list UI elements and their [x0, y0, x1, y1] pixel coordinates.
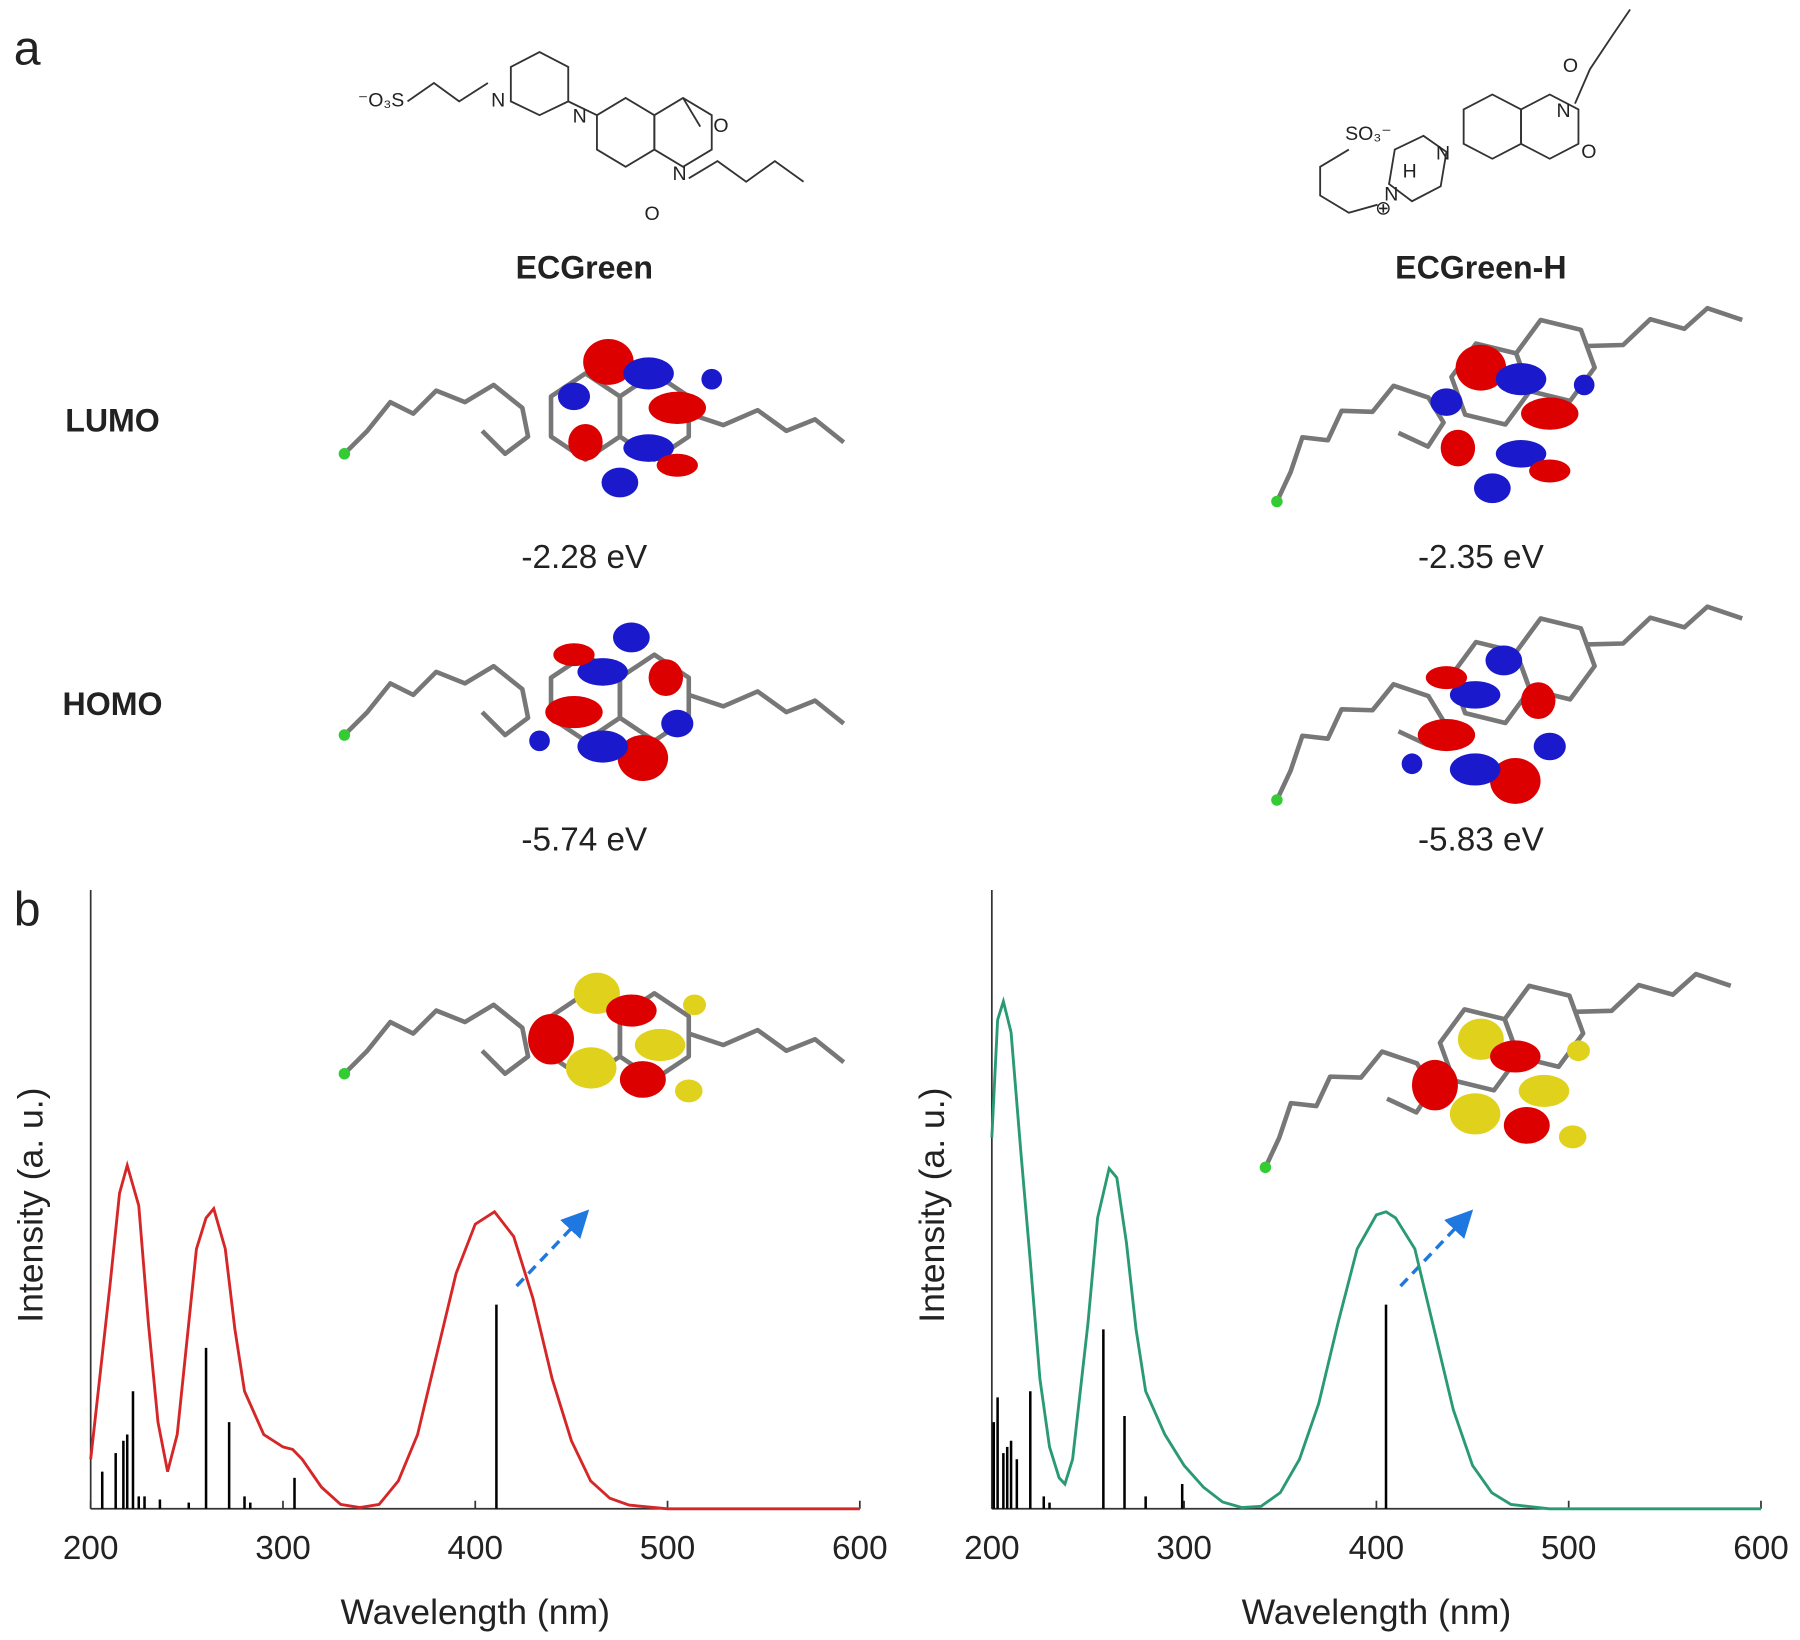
density-plot: [339, 972, 844, 1103]
orbital: [339, 339, 844, 498]
x-tick-label: 500: [640, 1530, 696, 1567]
energy: -2.28 eV: [521, 539, 648, 576]
spectrum-line: [89, 1160, 860, 1511]
atom-label: N: [573, 106, 587, 128]
spectrum-line: [990, 996, 1761, 1511]
atom-label: SO₃⁻: [1345, 123, 1391, 145]
y-axis-label: Intensity (a. u.): [912, 1087, 952, 1322]
atom-label: O: [713, 115, 728, 137]
x-tick-label: 600: [1733, 1530, 1789, 1567]
atom-label: ⊕: [1375, 197, 1391, 219]
atom-label: H: [1403, 161, 1417, 183]
y-axis-label: Intensity (a. u.): [11, 1087, 51, 1322]
molecule-name: ECGreen-H: [1395, 250, 1566, 286]
atom-label: N: [1436, 142, 1450, 164]
orbital: [1244, 554, 1748, 808]
x-tick-label: 300: [1156, 1530, 1212, 1567]
x-tick-label: 200: [964, 1530, 1020, 1567]
molecule-name: ECGreen: [516, 250, 653, 286]
row-label: HOMO: [63, 686, 163, 722]
arrow: [1399, 1209, 1474, 1288]
orbital: [1244, 255, 1748, 509]
atom-label: N: [1384, 184, 1398, 206]
structure: ⁻O₃S N N O N O: [358, 50, 805, 225]
x-axis-label: Wavelength (nm): [340, 1592, 610, 1632]
orbital: [339, 622, 844, 781]
x-tick-label: 300: [255, 1530, 311, 1567]
density-plot: [1233, 921, 1737, 1175]
row-label: LUMO: [65, 402, 160, 438]
panel-label: a: [14, 22, 41, 76]
atom-label: ⁻O₃S: [358, 90, 404, 112]
x-tick-label: 400: [447, 1530, 503, 1567]
panel-label: b: [14, 883, 41, 937]
structure: SO₃⁻ N N H ⊕ O N O: [1319, 9, 1631, 219]
atom-label: O: [1563, 55, 1578, 77]
x-tick-label: 500: [1541, 1530, 1597, 1567]
atom-label: N: [673, 163, 687, 185]
x-tick-label: 600: [832, 1530, 888, 1567]
x-tick-label: 400: [1349, 1530, 1405, 1567]
atom-label: N: [1556, 100, 1570, 122]
energy: -5.74 eV: [521, 822, 648, 859]
atom-label: O: [644, 203, 659, 225]
energy: -2.35 eV: [1418, 539, 1545, 576]
arrow: [515, 1209, 590, 1288]
x-tick-label: 200: [63, 1530, 119, 1567]
x-axis-label: Wavelength (nm): [1242, 1592, 1512, 1632]
energy: -5.83 eV: [1418, 822, 1545, 859]
atom-label: O: [1581, 141, 1596, 163]
atom-label: N: [491, 90, 505, 112]
